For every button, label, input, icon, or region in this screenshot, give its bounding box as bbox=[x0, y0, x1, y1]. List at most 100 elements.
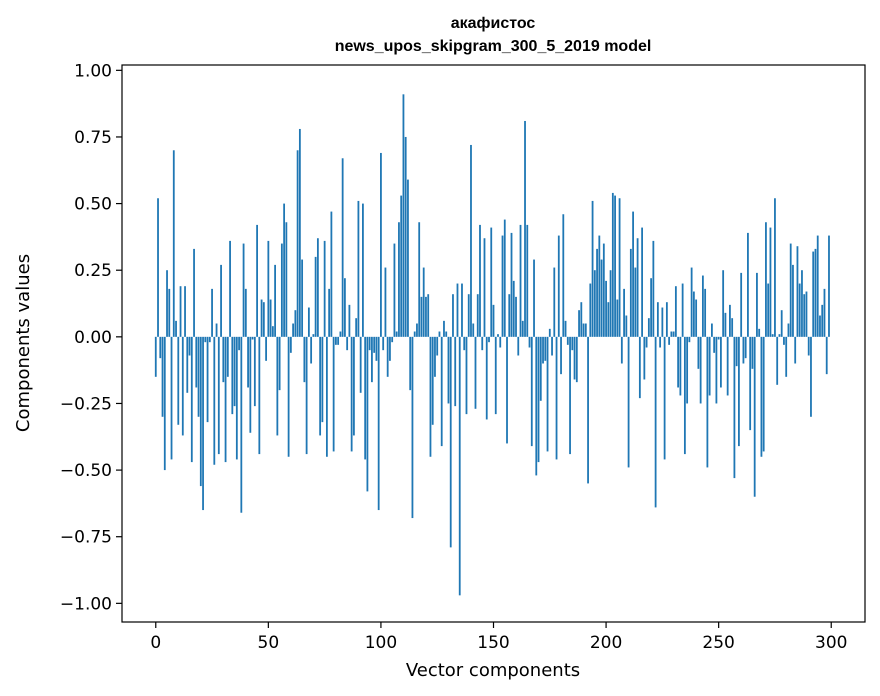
bar bbox=[749, 336, 752, 431]
y-tick-label: 0.50 bbox=[74, 195, 112, 215]
bar bbox=[722, 270, 725, 337]
bar bbox=[539, 336, 542, 401]
bar bbox=[816, 235, 819, 337]
bar bbox=[711, 323, 713, 337]
bar bbox=[733, 336, 736, 479]
bar bbox=[672, 331, 675, 337]
bar bbox=[285, 222, 288, 337]
bar bbox=[436, 336, 439, 356]
bar bbox=[334, 336, 337, 345]
bar bbox=[785, 336, 788, 377]
y-axis: 1.00 0.75 0.50 0.25 0.00 −0.25 −0.50 −0.75 −1.00 bbox=[60, 61, 122, 614]
bar bbox=[825, 336, 828, 375]
chart-subtitle: news_upos_skipgram_300_5_2019 model bbox=[335, 38, 652, 55]
bar bbox=[738, 336, 740, 447]
bar bbox=[560, 336, 562, 375]
bar bbox=[517, 336, 520, 356]
bar bbox=[204, 336, 207, 343]
bar bbox=[677, 336, 680, 388]
bar bbox=[731, 318, 734, 337]
bar bbox=[470, 144, 472, 337]
bar bbox=[434, 336, 436, 377]
bar bbox=[472, 323, 475, 337]
bar bbox=[566, 336, 569, 345]
y-tick-label: 0.00 bbox=[74, 328, 112, 348]
bar bbox=[542, 336, 544, 364]
bar bbox=[767, 283, 770, 337]
bar bbox=[810, 336, 812, 417]
bar bbox=[699, 336, 702, 404]
bar bbox=[449, 336, 452, 548]
bar bbox=[690, 267, 693, 337]
bar bbox=[548, 328, 551, 337]
plot-frame bbox=[121, 64, 866, 623]
bar bbox=[371, 336, 373, 383]
bar bbox=[726, 336, 729, 396]
y-tick-label: 1.00 bbox=[74, 61, 112, 81]
bar bbox=[720, 336, 722, 388]
bar bbox=[706, 336, 709, 468]
x-tick-label: 150 bbox=[477, 633, 509, 653]
bar bbox=[753, 336, 756, 497]
bar bbox=[636, 238, 639, 337]
bar bbox=[330, 211, 333, 337]
bar bbox=[724, 312, 727, 337]
bar bbox=[420, 296, 423, 337]
x-axis: 0 50 100 150 200 250 300 bbox=[150, 622, 847, 653]
bar bbox=[195, 336, 198, 388]
bar bbox=[404, 136, 407, 337]
bar bbox=[179, 286, 182, 337]
bar bbox=[670, 331, 673, 337]
bar bbox=[760, 336, 763, 457]
bar bbox=[652, 240, 655, 337]
bar bbox=[438, 331, 441, 337]
bar bbox=[762, 336, 765, 452]
bar bbox=[301, 259, 304, 337]
bar bbox=[780, 310, 783, 337]
bar bbox=[618, 198, 621, 337]
bar bbox=[168, 288, 171, 337]
bar bbox=[431, 336, 434, 425]
bar bbox=[506, 336, 508, 444]
bar bbox=[258, 336, 261, 455]
bar bbox=[488, 336, 490, 343]
bar bbox=[562, 214, 565, 337]
bar bbox=[265, 336, 267, 361]
bar bbox=[416, 323, 418, 337]
bar bbox=[226, 336, 229, 377]
bar bbox=[463, 336, 466, 351]
y-tick-label: −0.25 bbox=[60, 394, 112, 414]
bar bbox=[708, 336, 711, 396]
bar bbox=[199, 336, 202, 487]
bar bbox=[679, 336, 682, 396]
bar bbox=[377, 336, 380, 511]
bar bbox=[316, 238, 319, 337]
bar bbox=[796, 246, 799, 337]
bar bbox=[765, 222, 767, 337]
bar bbox=[305, 336, 308, 455]
x-tick-label: 50 bbox=[258, 633, 280, 653]
bar bbox=[591, 200, 594, 337]
bar bbox=[380, 152, 382, 337]
bar bbox=[267, 240, 270, 337]
bar bbox=[357, 200, 360, 337]
bars-group bbox=[154, 94, 830, 596]
bar bbox=[418, 222, 421, 337]
bar bbox=[307, 307, 310, 337]
bar bbox=[654, 336, 657, 508]
bar bbox=[206, 336, 209, 423]
bar bbox=[769, 227, 772, 337]
bar bbox=[751, 336, 754, 369]
bar bbox=[368, 336, 371, 351]
bar bbox=[274, 264, 276, 337]
bar bbox=[553, 267, 556, 337]
bar bbox=[445, 331, 448, 337]
bar bbox=[407, 179, 409, 337]
bar bbox=[456, 283, 459, 337]
bar bbox=[819, 315, 821, 337]
bar bbox=[271, 326, 274, 337]
bar bbox=[337, 336, 340, 345]
bar bbox=[614, 195, 616, 337]
bar bbox=[240, 336, 243, 513]
bar bbox=[154, 336, 157, 377]
